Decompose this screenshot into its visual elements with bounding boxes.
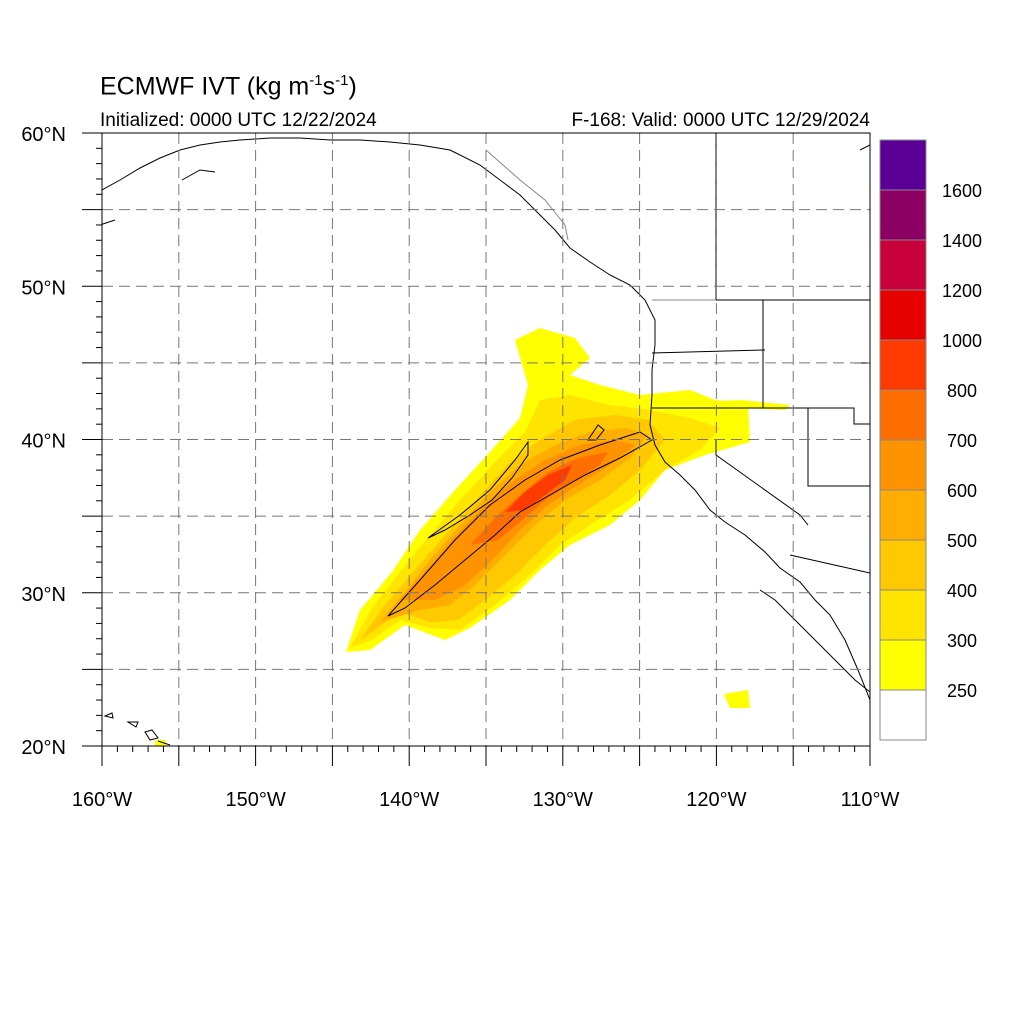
coastlines <box>102 137 870 701</box>
colorbar-box <box>879 289 927 341</box>
init-time-label: Initialized: 0000 UTC 12/22/2024 <box>100 110 377 131</box>
colorbar: 250 300 400 500 600 700 800 1000 1200 1400 1600 <box>879 139 982 741</box>
lat-label: 20°N <box>21 737 66 759</box>
lon-label: 150°W <box>225 789 285 811</box>
ivt-250-d <box>155 740 166 746</box>
lon-label: 120°W <box>686 789 746 811</box>
colorbar-label: 500 <box>947 531 977 551</box>
colorbar-label: 600 <box>947 481 977 501</box>
colorbar-label: 1000 <box>942 331 982 351</box>
ivt-800 <box>505 465 572 512</box>
lon-label: 110°W <box>841 789 900 811</box>
lat-label: 40°N <box>21 431 66 453</box>
ivt-contour-a <box>387 431 653 617</box>
colorbar-label: 300 <box>947 631 977 651</box>
colorbar-box <box>879 139 927 191</box>
colorbar-label: 400 <box>947 581 977 601</box>
chart-title: ECMWF IVT (kg m-1s-1) <box>100 72 357 101</box>
colorbar-box <box>879 439 927 491</box>
lon-label: 140°W <box>379 789 439 811</box>
colorbar-box <box>879 239 927 291</box>
ivt-250-c <box>724 690 750 708</box>
axis-ticks <box>82 132 871 766</box>
lon-axis-labels: 160°W 150°W 140°W 130°W 120°W 110°W <box>72 789 900 811</box>
lon-label: 160°W <box>72 789 132 811</box>
lat-label: 30°N <box>21 584 66 606</box>
colorbar-label: 250 <box>947 681 977 701</box>
lat-axis-labels: 60°N 50°N 40°N 30°N 20°N <box>21 124 66 759</box>
lon-label: 130°W <box>533 789 593 811</box>
ivt-contour-c <box>587 424 605 441</box>
colorbar-box <box>879 639 927 691</box>
hawaii-islands <box>103 712 171 746</box>
colorbar-box <box>879 689 927 741</box>
ivt-contour-b <box>427 440 529 539</box>
lat-label: 50°N <box>21 277 66 299</box>
lat-label: 60°N <box>21 124 66 146</box>
colorbar-label: 1600 <box>942 181 982 201</box>
colorbar-label: 800 <box>947 381 977 401</box>
ivt-shading <box>155 328 790 746</box>
colorbar-box <box>879 589 927 641</box>
state-borders <box>651 133 870 574</box>
colorbar-box <box>879 539 927 591</box>
colorbar-box <box>879 189 927 241</box>
colorbar-box <box>879 489 927 541</box>
colorbar-box <box>879 389 927 441</box>
map-grid <box>102 133 870 746</box>
colorbar-label: 1200 <box>942 281 982 301</box>
country-borders <box>485 149 716 301</box>
colorbar-label: 1400 <box>942 231 982 251</box>
colorbar-label: 700 <box>947 431 977 451</box>
colorbar-box <box>879 339 927 391</box>
valid-time-label: F-168: Valid: 0000 UTC 12/29/2024 <box>571 110 870 131</box>
